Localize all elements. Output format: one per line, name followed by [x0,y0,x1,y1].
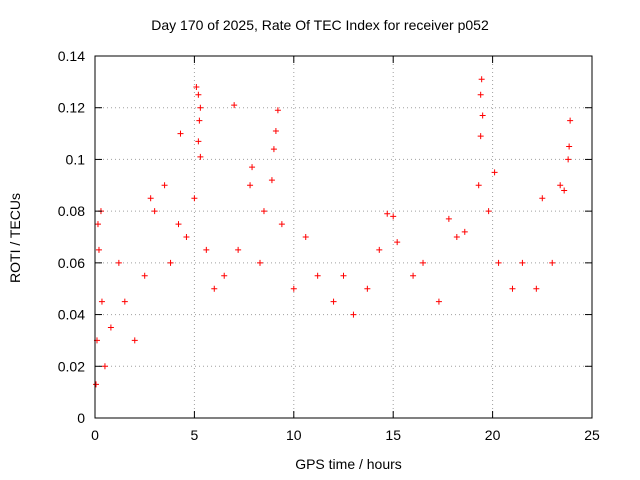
data-point [183,234,190,240]
data-point [314,272,321,279]
data-point [247,182,254,189]
data-point [193,84,200,91]
data-point [257,259,264,266]
data-point [121,298,128,305]
data-point [115,259,122,266]
data-point [390,213,397,220]
data-point [274,107,281,114]
x-tick-label: 0 [91,427,99,443]
data-point [107,324,114,331]
data-point [485,208,492,215]
data-point [191,195,198,202]
data-point [231,102,238,109]
data-point [364,285,371,292]
data-point [519,259,526,266]
x-tick-label: 15 [385,427,401,443]
data-point [167,259,174,266]
data-point [203,246,210,253]
data-point [478,76,485,83]
data-point [147,195,154,202]
data-point [196,117,203,124]
data-point [330,298,337,305]
y-tick-label: 0.02 [58,358,85,374]
data-point [278,221,285,228]
plot-frame [94,55,593,419]
chart-title: Day 170 of 2025, Rate Of TEC Index for r… [151,17,489,33]
y-tick-label: 0.12 [58,100,85,116]
data-point [235,246,242,253]
data-point [221,272,228,279]
data-points-layer [92,76,574,388]
y-tick-label: 0 [77,410,85,426]
data-point [260,208,267,215]
data-point [495,259,502,266]
data-point [453,234,460,240]
data-point [477,133,484,140]
x-tick-label: 5 [191,427,199,443]
data-point [177,130,184,137]
data-point [340,272,347,279]
data-point [420,259,427,266]
data-point [384,210,391,217]
y-tick-label: 0.06 [58,255,85,271]
data-point [410,272,417,279]
data-point [195,138,202,145]
data-point [268,177,275,184]
grid-layer [95,56,592,418]
data-point [197,104,204,111]
data-point [350,311,357,318]
data-point [461,228,468,235]
data-point [151,208,158,215]
data-point [197,153,204,160]
x-tick-label: 25 [584,427,600,443]
data-point [567,117,574,124]
data-point [249,164,256,171]
data-point [175,221,182,228]
data-point [539,195,546,202]
y-tick-label: 0.04 [58,307,85,323]
data-point [195,91,202,98]
y-tick-label: 0.08 [58,203,85,219]
data-point [141,272,148,279]
data-point [94,221,101,228]
data-point [95,246,102,253]
data-point [161,182,168,189]
data-point [533,285,540,292]
y-tick-label: 0.14 [58,48,85,64]
data-point [561,187,568,194]
data-point [509,285,516,292]
data-point [290,285,297,292]
data-point [92,381,99,388]
tick-layer: 0 0.02 0.04 0.06 0.08 0.1 0.12 0.14 0 5 10 15 20 25 [58,48,600,443]
data-point [131,337,138,344]
data-point [491,169,498,176]
data-point [477,91,484,98]
data-point [272,127,279,134]
data-point [475,182,482,189]
x-axis-label: GPS time / hours [295,456,402,472]
data-point [435,298,442,305]
data-point [376,246,383,253]
y-tick-label: 0.1 [66,151,86,167]
data-point [549,259,556,266]
data-point [98,298,105,305]
data-point [565,156,572,163]
x-tick-label: 20 [485,427,501,443]
data-point [211,285,218,292]
x-tick-label: 10 [286,427,302,443]
data-point [557,182,564,189]
data-point [479,112,486,119]
data-point [394,239,401,246]
data-point [270,146,277,153]
data-point [302,234,309,240]
data-point [101,363,108,370]
data-point [566,143,573,150]
data-point [445,215,452,222]
